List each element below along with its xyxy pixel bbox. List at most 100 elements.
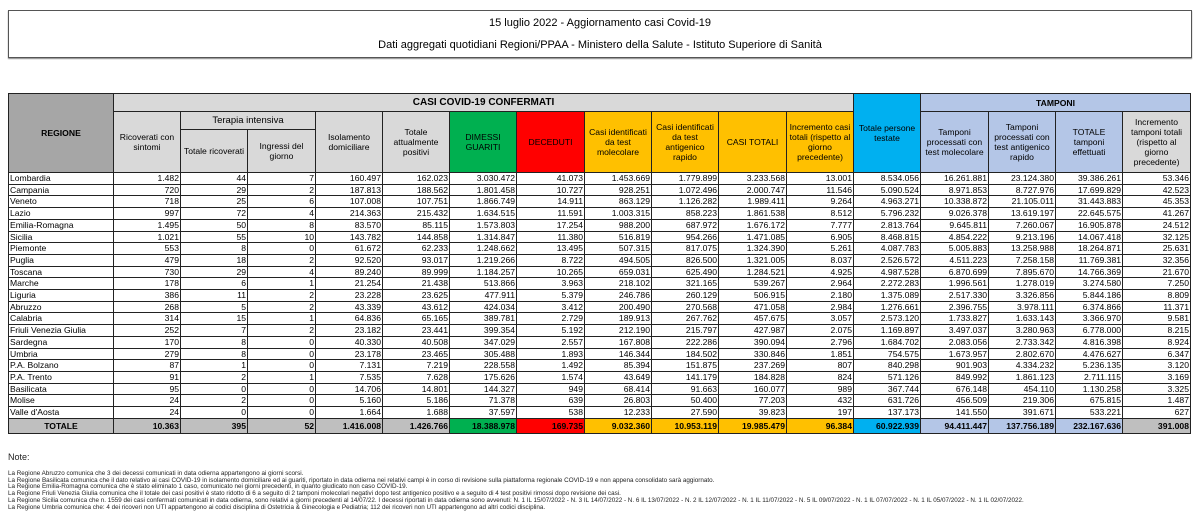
header-dimessi-guariti: DIMESSI GUARITI	[449, 111, 517, 173]
cell: 91.663	[651, 382, 719, 396]
cell: 21.438	[382, 277, 450, 291]
cell: 11.769.381	[1055, 253, 1123, 267]
header-regione: REGIONE	[8, 93, 114, 173]
cell: 2.813.764	[853, 218, 921, 232]
region-name: Campania	[8, 183, 114, 197]
region-name: Sicilia	[8, 230, 114, 244]
cell: 24	[113, 406, 181, 419]
cell: 427.987	[718, 324, 787, 337]
cell: 89.999	[382, 265, 450, 279]
cell: 93.017	[382, 253, 450, 267]
header-group-casi: CASI COVID-19 CONFERMATI	[113, 93, 854, 112]
cell: 43.612	[382, 300, 450, 314]
cell: 8.809	[1122, 289, 1191, 302]
cell: 4	[247, 207, 316, 220]
cell: 10.265	[516, 265, 585, 279]
cell: 1.684.702	[853, 335, 921, 349]
cell: 9.645.811	[920, 218, 989, 232]
cell: 1.278.019	[988, 277, 1056, 291]
table-row: Puglia 479 18 2 92.520 93.017 1.219.266 8.722 49…	[8, 253, 1191, 267]
cell: 1.634.515	[449, 207, 517, 220]
cell: 1.861.123	[988, 370, 1056, 384]
cell: 7.628	[382, 370, 450, 384]
cell: 10	[247, 230, 316, 244]
cell: 5.005.883	[920, 242, 989, 255]
cell: 330.846	[718, 347, 787, 361]
total-cell: 232.167.636	[1055, 417, 1123, 434]
cell: 6.374.866	[1055, 300, 1123, 314]
cell: 18	[180, 253, 248, 267]
cell: 16.261.881	[920, 172, 989, 185]
cell: 37.597	[449, 406, 517, 419]
cell: 817.075	[651, 242, 719, 255]
cell: 13.619.197	[988, 207, 1056, 220]
cell: 516.819	[584, 230, 652, 244]
cell: 170	[113, 335, 181, 349]
cell: 188.562	[382, 183, 450, 197]
cell: 2.984	[786, 300, 854, 314]
cell: 5.379	[516, 289, 585, 302]
cell: 137.173	[853, 406, 921, 419]
cell: 40.508	[382, 335, 450, 349]
cell: 2.272.283	[853, 277, 921, 291]
table-row: Molise 24 2 0 5.160 5.186 71.378 639 26.803 50.40…	[8, 394, 1191, 408]
cell: 659.031	[584, 265, 652, 279]
cell: 3.120	[1122, 359, 1191, 372]
cell: 71.378	[449, 394, 517, 408]
cell: 40.330	[315, 335, 383, 349]
cell: 1.314.847	[449, 230, 517, 244]
cell: 676.148	[920, 382, 989, 396]
cell: 997	[113, 207, 181, 220]
cell: 29	[180, 265, 248, 279]
cell: 4	[247, 265, 316, 279]
cell: 72	[180, 207, 248, 220]
cell: 13.495	[516, 242, 585, 255]
total-row: TOTALE 10.363 395 52 1.416.008 1.426.766 18.38…	[8, 417, 1191, 434]
cell: 8	[180, 242, 248, 255]
cell: 5.844.186	[1055, 289, 1123, 302]
cell: 949	[516, 382, 585, 396]
cell: 720	[113, 183, 181, 197]
cell: 639	[516, 394, 585, 408]
cell: 4.963.271	[853, 195, 921, 209]
total-cell: 19.985.479	[718, 417, 787, 434]
cell: 1.861.538	[718, 207, 787, 220]
header-casi-molecolare: Casi identificati da test molecolare	[584, 111, 652, 173]
total-cell: 10.953.119	[651, 417, 719, 434]
header-group-tamponi: TAMPONI	[920, 93, 1191, 112]
cell: 7.777	[786, 218, 854, 232]
cell: 3.233.568	[718, 172, 787, 185]
cell: 167.808	[584, 335, 652, 349]
header-deceduti: DECEDUTI	[516, 111, 585, 173]
cell: 89.240	[315, 265, 383, 279]
cell: 571.126	[853, 370, 921, 384]
cell: 479	[113, 253, 181, 267]
table-row: Sardegna 170 8 0 40.330 40.508 347.029 2.557 167…	[8, 335, 1191, 349]
region-name: Umbria	[8, 347, 114, 361]
cell: 7.131	[315, 359, 383, 372]
cell: 8.971.853	[920, 183, 989, 197]
cell: 1.169.897	[853, 324, 921, 337]
cell: 8	[180, 335, 248, 349]
cell: 494.505	[584, 253, 652, 267]
cell: 26.803	[584, 394, 652, 408]
cell: 267.762	[651, 312, 719, 326]
table-row: Veneto 718 25 6 107.008 107.751 1.866.749 14.91…	[8, 195, 1191, 209]
table-body: Lombardia 1.482 44 7 160.497 162.023 3.030.472…	[8, 172, 1191, 434]
table-row: Basilicata 95 0 0 14.706 14.801 144.327 949 68.4…	[8, 382, 1191, 396]
cell: 24.512	[1122, 218, 1191, 232]
cell: 15	[180, 312, 248, 326]
cell: 65.165	[382, 312, 450, 326]
cell: 2.083.056	[920, 335, 989, 349]
cell: 25	[180, 195, 248, 209]
cell: 23.124.380	[988, 172, 1056, 185]
cell: 840.298	[853, 359, 921, 372]
cell: 268	[113, 300, 181, 314]
cell: 237.269	[718, 359, 787, 372]
cell: 11.591	[516, 207, 585, 220]
cell: 4.511.223	[920, 253, 989, 267]
region-name: Friuli Venezia Giulia	[8, 324, 114, 337]
cell: 212.190	[584, 324, 652, 337]
region-name: Veneto	[8, 195, 114, 209]
total-cell: 391.008	[1122, 417, 1191, 434]
